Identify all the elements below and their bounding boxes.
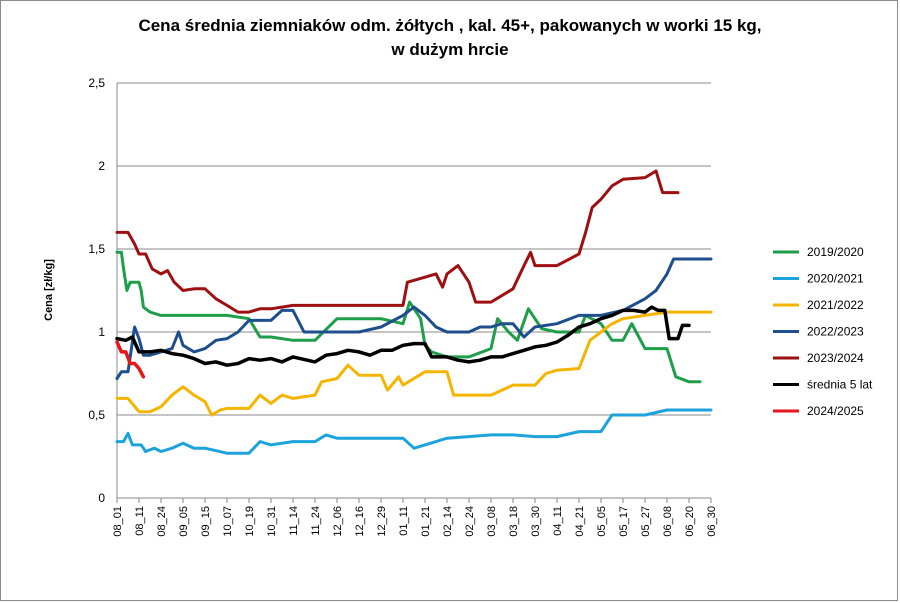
legend-label: 2019/2020 — [807, 245, 864, 259]
x-tick-label: 10_19 — [244, 506, 256, 537]
y-tick-label: 0 — [98, 491, 105, 505]
x-tick-label: 10_07 — [222, 506, 234, 537]
x-tick-label: 06_30 — [706, 506, 718, 537]
y-tick-label: 2,5 — [88, 76, 105, 90]
x-tick-label: 06_20 — [684, 506, 696, 537]
chart-title-line1: Cena średnia ziemniaków odm. żółtych , k… — [138, 16, 762, 35]
series-line — [115, 257, 713, 380]
x-tick-label: 01_11 — [398, 506, 410, 536]
x-tick-label: 03_30 — [530, 506, 542, 537]
x-tick-label: 02_14 — [442, 506, 454, 537]
x-tick-label: 06_08 — [662, 506, 674, 537]
x-tick-label: 03_18 — [508, 506, 520, 537]
x-tick-label: 12_29 — [376, 506, 388, 537]
x-tick-label: 04_21 — [574, 506, 586, 537]
x-tick-label: 08_11 — [134, 506, 146, 536]
x-tick-label: 08_01 — [112, 506, 124, 537]
x-tick-label: 12_16 — [354, 506, 366, 537]
x-tick-label: 04_11 — [552, 506, 564, 536]
x-tick-label: 02_24 — [464, 506, 476, 537]
x-tick-label: 09_15 — [200, 506, 212, 537]
x-tick-label: 10_31 — [266, 506, 278, 537]
x-tick-label: 11_14 — [288, 506, 300, 536]
x-tick-label: 05_05 — [596, 506, 608, 537]
x-tick-label: 12_06 — [332, 506, 344, 537]
series-line — [115, 305, 691, 367]
chart-title: Cena średnia ziemniaków odm. żółtych , k… — [0, 14, 900, 62]
y-axis-label: Cena [zł/kg] — [43, 259, 55, 321]
legend-label: 2022/2023 — [807, 325, 864, 339]
series-line — [115, 310, 713, 417]
x-tick-label: 05_27 — [640, 506, 652, 537]
y-tick-label: 1,5 — [88, 242, 105, 256]
x-tick-label: 09_05 — [178, 506, 190, 537]
x-tick-label: 11_24 — [310, 506, 322, 536]
legend-label: 2020/2021 — [807, 272, 864, 286]
series-line — [115, 340, 146, 379]
x-tick-label: 01_21 — [420, 506, 432, 537]
x-tick-label: 03_08 — [486, 506, 498, 537]
chart-title-line2: w dużym hrcie — [391, 40, 509, 59]
series-line — [115, 408, 713, 455]
legend-label: średnia 5 lat — [807, 378, 873, 392]
y-tick-label: 2 — [98, 159, 105, 173]
legend-label: 2021/2022 — [807, 298, 864, 312]
x-tick-label: 08_24 — [156, 506, 168, 537]
y-tick-label: 1 — [98, 325, 105, 339]
legend-label: 2024/2025 — [807, 404, 864, 418]
series-line — [115, 169, 680, 314]
series-line — [115, 250, 702, 384]
legend-label: 2023/2024 — [807, 351, 864, 365]
y-tick-label: 0,5 — [88, 408, 105, 422]
x-tick-label: 05_17 — [618, 506, 630, 537]
